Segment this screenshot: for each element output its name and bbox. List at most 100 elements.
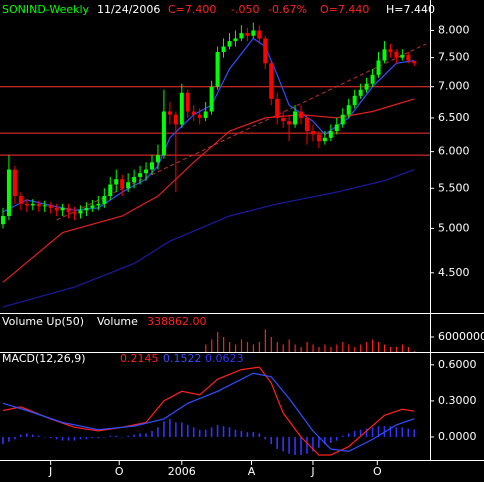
histogram-bar [240,430,243,437]
x-tick-label: A [248,465,256,478]
volume-bar [282,344,284,352]
histogram-bar [186,424,189,437]
volume-bar [389,347,392,352]
candle-body [42,205,47,207]
histogram-bar [306,436,308,454]
histogram-bar [335,436,338,441]
quote: C=7.400 [168,3,216,16]
candle-body [96,203,101,206]
candle-body [316,134,321,142]
value-label: 0.0623 [205,352,244,365]
histogram-bar [413,429,416,437]
volume-bar [378,342,380,352]
candle-body [149,162,154,170]
volume-bar [407,347,410,352]
histogram-bar [210,427,213,437]
volume-bar [413,351,415,352]
histogram-bar [151,430,153,437]
candle-body [358,89,363,96]
histogram-bar [246,432,249,437]
candle-body [322,137,327,142]
histogram-bar [330,436,332,443]
histogram-bar [318,436,320,448]
x-tick-label: O [373,465,382,478]
candle-body [12,169,17,197]
candle-body [233,38,238,42]
candle-body [138,173,143,177]
candle-body [364,83,369,90]
histogram-bar [181,422,183,437]
candle-body [370,74,375,84]
volume-bar [300,347,302,352]
candle-body [412,61,417,64]
value-label: 338862.00 [147,315,207,328]
histogram-bar [198,429,201,437]
y-tick-label: 7.500 [438,51,470,64]
date: 11/24/2006 [97,3,160,16]
histogram-bar [407,428,410,437]
quote: -.050 [231,3,259,16]
histogram-bar [73,436,76,441]
candle-body [78,210,83,214]
volume-bar [258,342,260,352]
candle-body [310,131,315,135]
histogram-bar [395,427,398,437]
histogram-bar [115,435,118,437]
x-tick-label: J [310,465,314,478]
candle-body [167,111,172,115]
candle-body [257,30,262,39]
candle-body [334,124,339,132]
legend: Volume [97,315,138,328]
candle-body [90,205,95,208]
candle-body [245,33,250,36]
histogram-bar [55,436,58,440]
histogram-bar [270,436,273,445]
volume-bar [312,344,314,352]
histogram-bar [234,429,237,437]
candle-body [340,114,345,125]
candle-body [209,86,214,112]
candle-body [36,203,41,207]
histogram-bar [353,430,356,437]
panel-title: Volume Up(50) [2,315,84,328]
histogram-bar [121,436,123,438]
volume-bar [246,342,249,352]
histogram-bar [49,436,52,439]
candle-body [293,111,298,125]
y-tick-label: 5.500 [438,181,470,194]
histogram-bar [145,433,147,437]
volume-bar [294,344,296,352]
histogram-bar [258,433,261,437]
candle-body [30,203,35,206]
candle-body [376,60,381,75]
candle-body [388,49,393,53]
volume-bar [354,347,356,352]
volume-bar [252,344,255,352]
volume-bar [401,344,404,352]
value-label: 0.1522 [163,352,202,365]
histogram-bar [294,436,296,455]
y-tick-label: 7.000 [438,80,470,93]
candle-body [179,92,184,125]
y-tick-label: 0.0000 [438,430,477,443]
quote: O=7.440 [320,3,369,16]
volume-bar [366,342,368,352]
histogram-bar [169,418,171,437]
candle-body [114,179,119,185]
histogram-bar [222,426,225,437]
candle-body [394,52,399,58]
candle-body [263,38,268,64]
x-tick-label: 2006 [168,465,196,478]
candle-body [144,169,149,174]
volume-bar [205,344,207,352]
candle-body [155,155,160,163]
histogram-bar [389,426,392,437]
candle-body [406,54,411,61]
volume-bar [240,339,243,352]
candle-body [227,41,232,47]
candle-body [24,203,29,206]
histogram-bar [341,435,344,437]
histogram-bar [288,436,290,454]
histogram-bar [20,434,22,437]
